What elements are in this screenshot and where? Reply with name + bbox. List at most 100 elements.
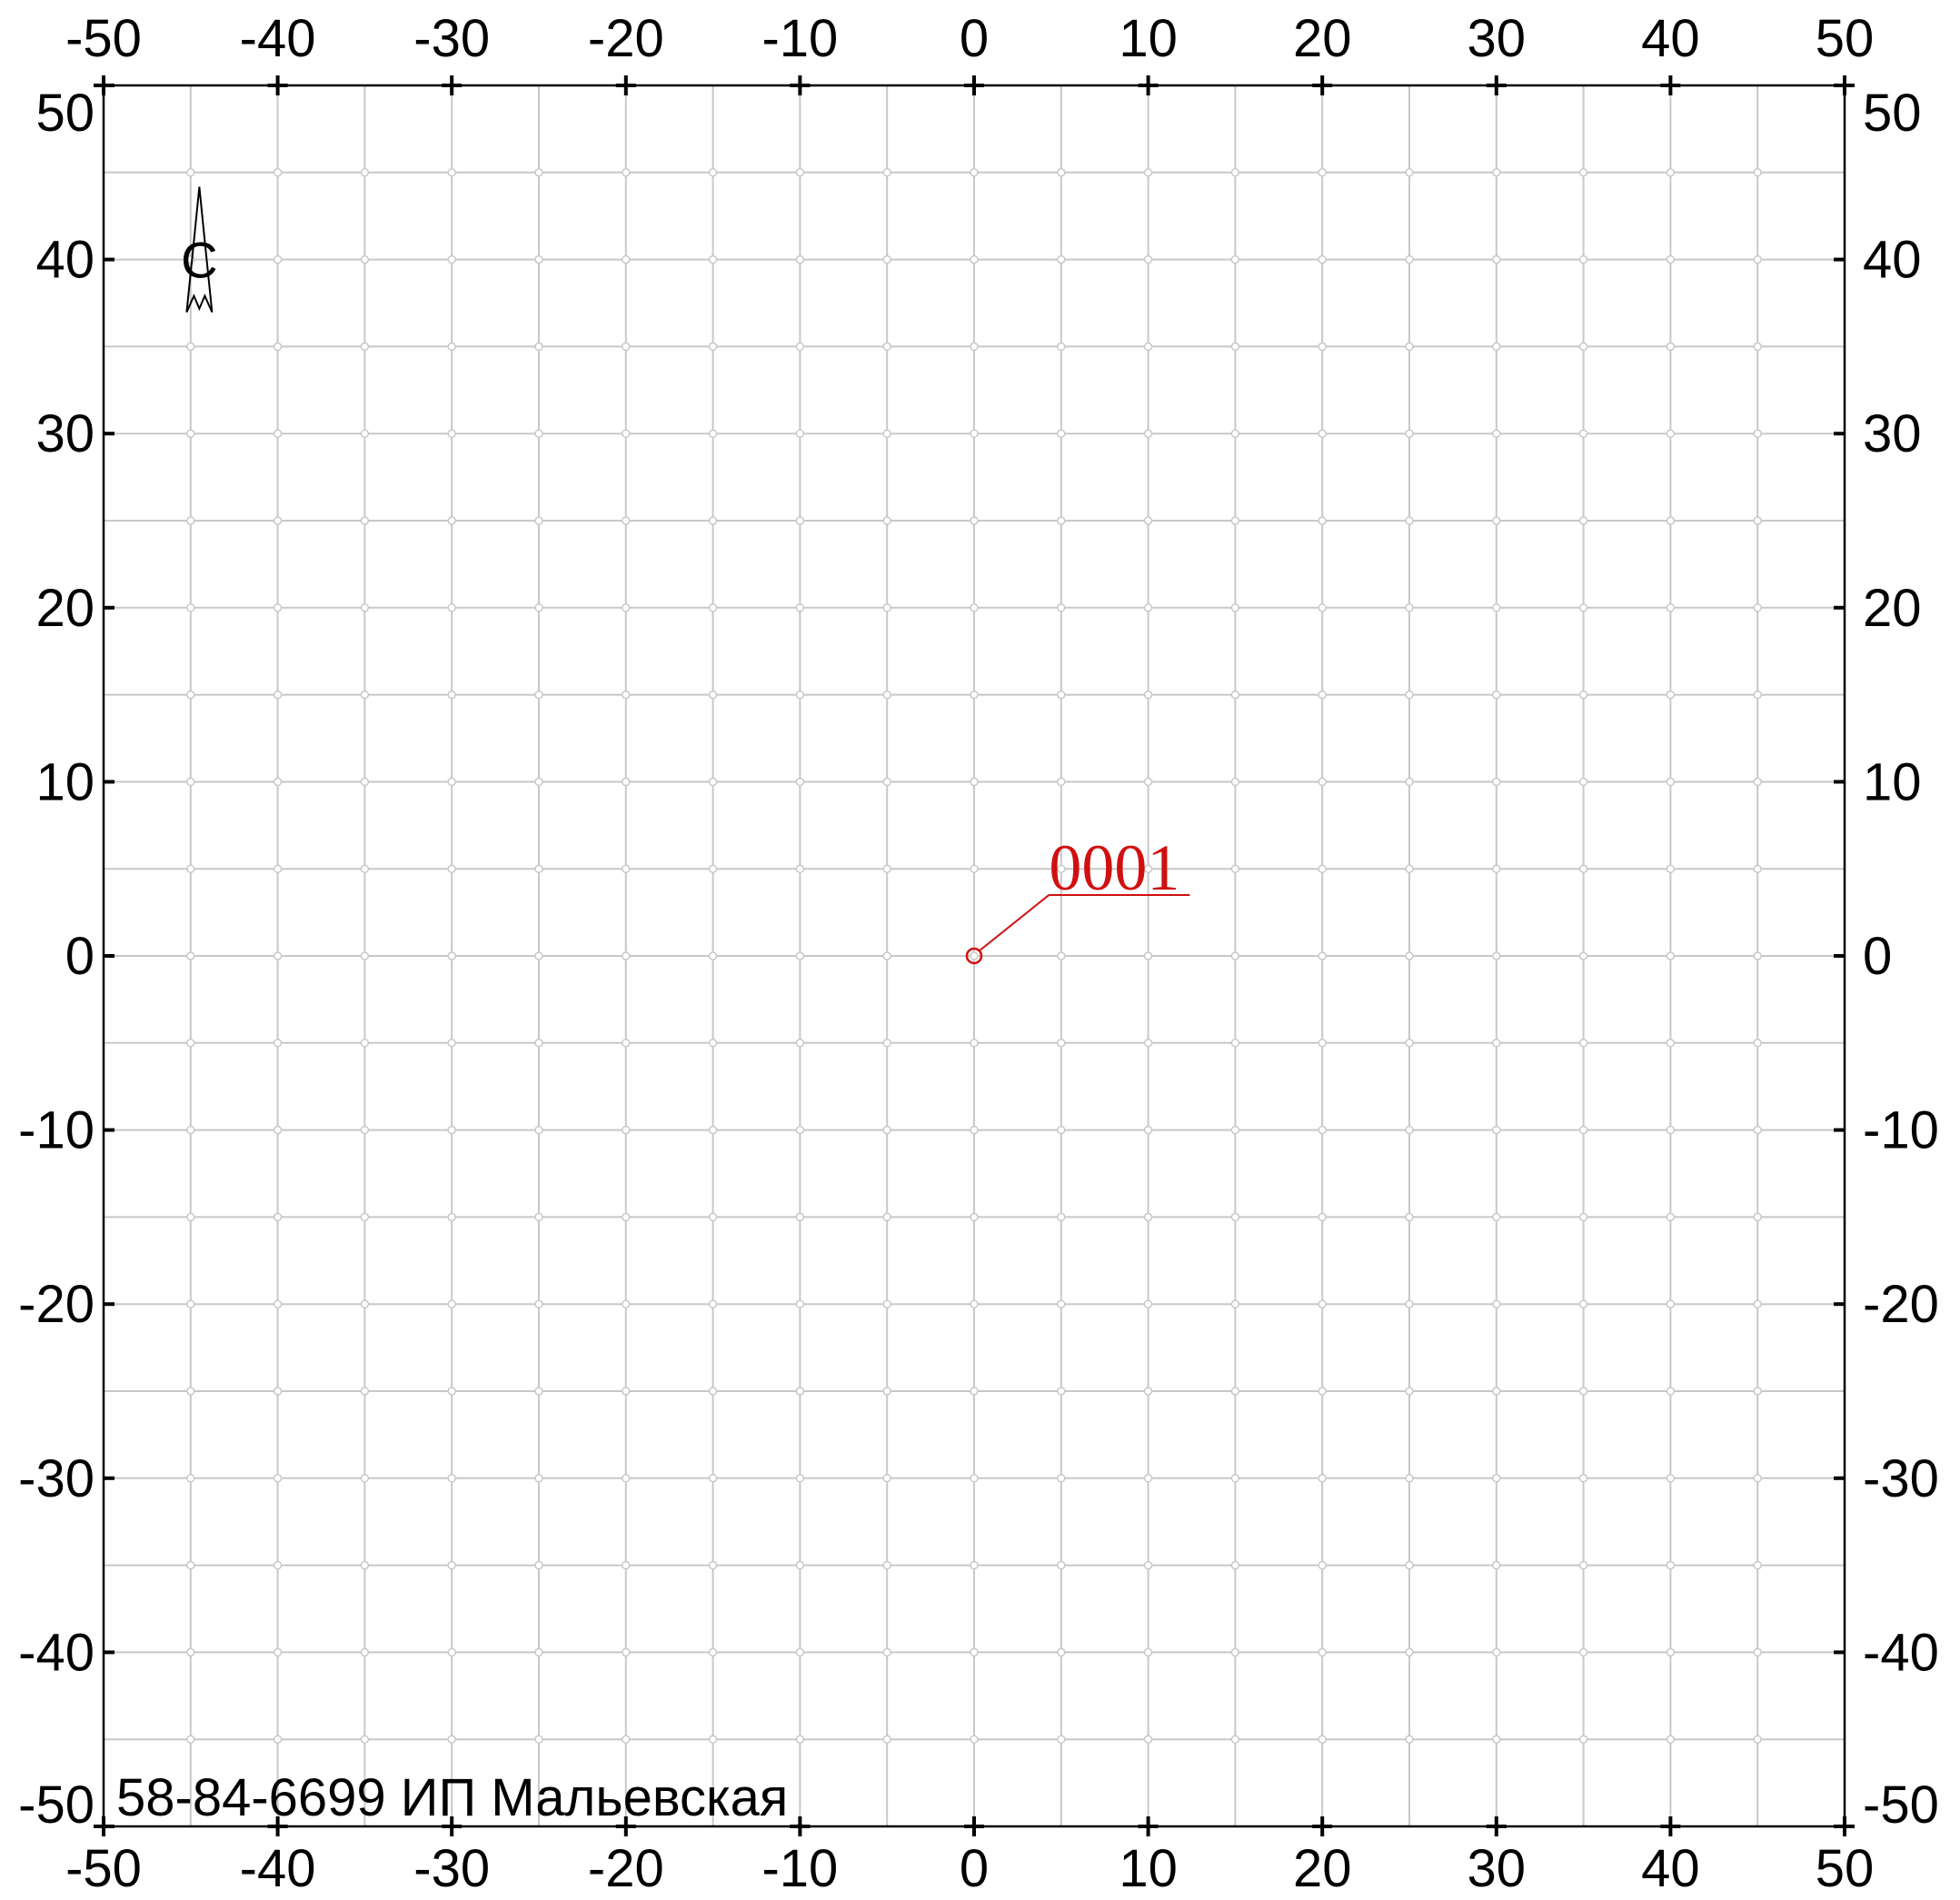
x-tick-label-bottom: 30 [1468, 1839, 1527, 1898]
x-tick-label-top: 40 [1641, 9, 1700, 68]
grid-node [1143, 603, 1153, 612]
grid-node [1578, 1474, 1588, 1483]
grid-node [273, 864, 283, 873]
y-tick-label-left: -50 [18, 1776, 95, 1835]
grid-node [1492, 254, 1501, 264]
grid-node [534, 1474, 543, 1483]
grid-node [795, 168, 805, 177]
y-tick-label-left: 30 [35, 404, 95, 463]
x-tick-label-bottom: -50 [65, 1839, 142, 1898]
grid-node [1057, 1647, 1066, 1657]
grid-node [708, 1387, 718, 1396]
grid-node [186, 1474, 195, 1483]
grid-node [795, 1387, 805, 1396]
grid-node [1753, 342, 1762, 352]
grid-node [273, 951, 283, 960]
grid-node [1578, 1735, 1588, 1744]
grid-node [708, 1474, 718, 1483]
grid-node [360, 168, 370, 177]
grid-node [1143, 1299, 1153, 1308]
grid-node [708, 254, 718, 264]
grid-node [708, 777, 718, 787]
grid-node [882, 168, 891, 177]
grid-node [1492, 1735, 1501, 1744]
grid-node [1230, 603, 1240, 612]
grid-node [1753, 690, 1762, 700]
grid-node [534, 690, 543, 700]
survey-point-leader [978, 894, 1050, 952]
grid-node [360, 1387, 370, 1396]
grid-node [360, 1474, 370, 1483]
grid-node [1666, 951, 1676, 960]
grid-node [1230, 168, 1240, 177]
grid-node [360, 603, 370, 612]
grid-node [186, 342, 195, 352]
grid-node [1492, 951, 1501, 960]
grid-node [534, 342, 543, 352]
grid-node [970, 1474, 979, 1483]
footer-company-text: 58-84-6699 ИП Мальевская [116, 1768, 788, 1827]
x-tick-label-top: -40 [240, 9, 316, 68]
north-arrow-letter: С [181, 232, 217, 289]
grid-node [708, 1647, 718, 1657]
y-tick-label-left: 10 [35, 752, 95, 811]
grid-node [1753, 1560, 1762, 1570]
grid-node [360, 864, 370, 873]
y-tick-label-right: 50 [1863, 84, 1922, 143]
grid-node [447, 1387, 456, 1396]
grid-node [534, 254, 543, 264]
grid-node [1578, 168, 1588, 177]
grid-node [795, 342, 805, 352]
grid-node [186, 1387, 195, 1396]
grid-node [273, 777, 283, 787]
grid-node [1318, 1212, 1327, 1222]
grid-node [970, 168, 979, 177]
grid-node [447, 1039, 456, 1048]
grid-node [186, 690, 195, 700]
grid-node [360, 1647, 370, 1657]
grid-node [1057, 690, 1066, 700]
grid-node [1318, 1735, 1327, 1744]
grid-node [1230, 1299, 1240, 1308]
grid-node [1230, 690, 1240, 700]
grid-node [970, 254, 979, 264]
grid-node [1318, 1125, 1327, 1135]
grid-node [1578, 1125, 1588, 1135]
grid-node [708, 690, 718, 700]
x-tick-label-bottom: 40 [1641, 1839, 1700, 1898]
grid-node [1057, 429, 1066, 438]
grid-node [534, 864, 543, 873]
grid-node [1143, 1474, 1153, 1483]
grid-node [970, 1299, 979, 1308]
grid-node [1405, 603, 1414, 612]
grid-node [622, 429, 631, 438]
grid-node [622, 864, 631, 873]
grid-node [534, 1125, 543, 1135]
grid-node [1318, 603, 1327, 612]
grid-node [447, 690, 456, 700]
grid-node [360, 1212, 370, 1222]
grid-node [534, 429, 543, 438]
grid-node [186, 168, 195, 177]
grid-node [1057, 1560, 1066, 1570]
grid-node [534, 1039, 543, 1048]
x-tick-label-bottom: 20 [1293, 1839, 1352, 1898]
grid-node [186, 1299, 195, 1308]
grid-node [1230, 1212, 1240, 1222]
y-tick-label-left: 20 [35, 579, 95, 638]
grid-node [1318, 168, 1327, 177]
grid-node [1057, 777, 1066, 787]
grid-node [1405, 1647, 1414, 1657]
grid-node [273, 1474, 283, 1483]
grid-node [1578, 342, 1588, 352]
grid-node [882, 951, 891, 960]
grid-node [1405, 1474, 1414, 1483]
grid-node [622, 1299, 631, 1308]
grid-node [1143, 864, 1153, 873]
grid-node [1230, 1039, 1240, 1048]
grid-node [882, 1735, 891, 1744]
y-tick-label-left: -20 [18, 1275, 95, 1334]
grid-node [1492, 429, 1501, 438]
grid-node [1666, 1039, 1676, 1048]
grid-node [360, 951, 370, 960]
